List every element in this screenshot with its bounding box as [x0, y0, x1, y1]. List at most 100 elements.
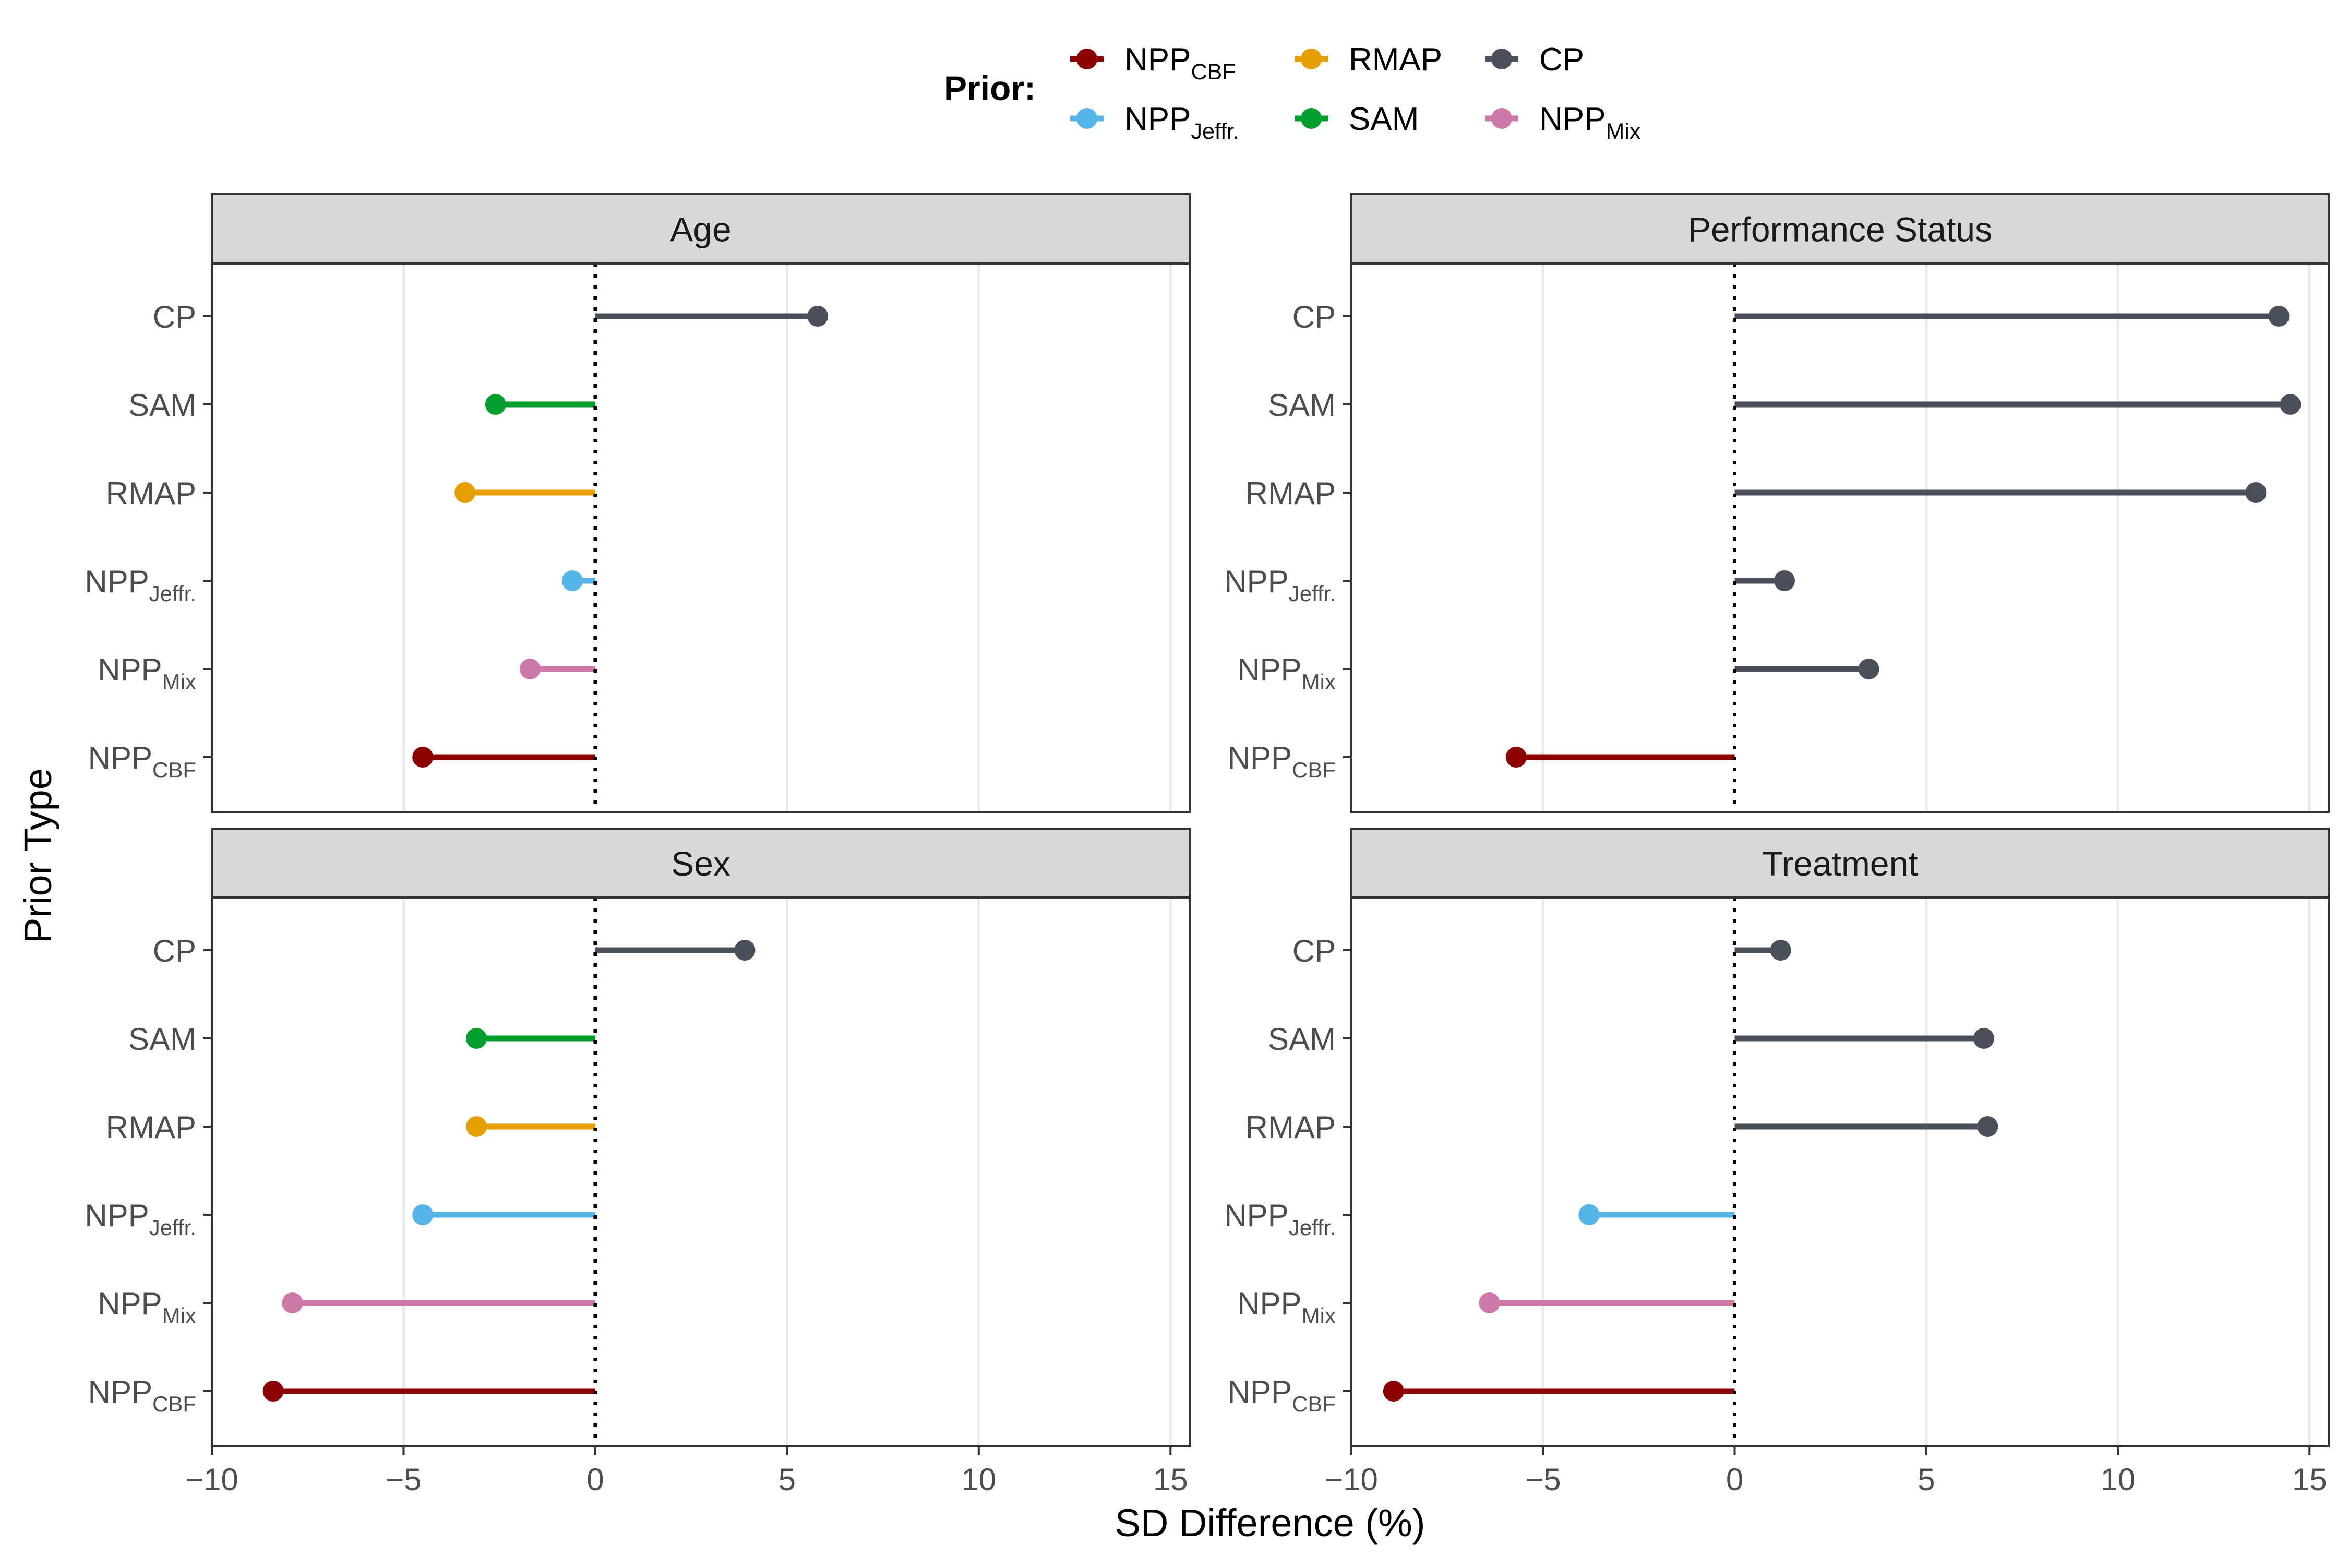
y-tick-label: CP — [153, 300, 196, 334]
lollipop-point — [1973, 1028, 1994, 1049]
y-tick-label: NPPCBF — [1228, 1374, 1336, 1416]
lollipop-point — [807, 306, 829, 327]
lollipop-point — [1977, 1116, 1998, 1137]
lollipop-point — [1770, 940, 1791, 961]
x-tick-label: 10 — [961, 1462, 996, 1497]
legend-item: NPPCBF — [1070, 42, 1236, 85]
facet-strip — [1350, 193, 2330, 265]
y-tick-label: NPPJeffr. — [1224, 1198, 1336, 1240]
x-tick-label: 15 — [1153, 1462, 1188, 1497]
y-tick-label: NPPJeffr. — [85, 564, 196, 606]
legend: Prior: NPPCBF NPPJeffr. RMAP SAM CP NPPMix — [944, 42, 1641, 144]
lollipop-point — [1858, 659, 1879, 679]
legend-key-point — [1301, 108, 1322, 129]
panel-background — [1351, 264, 2329, 812]
lollipop-point — [454, 482, 476, 503]
lollipop-point — [561, 570, 583, 591]
legend-title: Prior: — [944, 69, 1036, 107]
x-axis-title: SD Difference (%) — [1115, 1501, 1425, 1545]
legend-key-point — [1491, 108, 1512, 129]
legend-label: NPPCBF — [1124, 42, 1236, 85]
x-tick-label: 0 — [586, 1462, 604, 1497]
y-tick-label: CP — [1292, 933, 1336, 968]
y-tick-label: SAM — [128, 388, 196, 423]
panel-sex: Sex CP SAM RMAP NPPJeffr. NPPMix NPPCBF −10 −5 0 5… — [85, 828, 1191, 1497]
panel-background — [212, 264, 1190, 812]
lollipop-point — [734, 940, 756, 961]
panel-performance-status: Performance Status CP SAM RMAP NPPJeffr. NPPM… — [1224, 193, 2330, 813]
legend-label: NPPMix — [1539, 101, 1641, 144]
lollipop-point — [282, 1292, 303, 1313]
y-tick-label: NPPJeffr. — [85, 1198, 196, 1240]
legend-label: SAM — [1349, 101, 1419, 137]
lollipop-point — [1578, 1204, 1600, 1225]
lollipop-point — [262, 1381, 284, 1402]
panel-treatment: Treatment CP SAM RMAP NPPJeffr. NPPMix NPPCBF −… — [1224, 828, 2330, 1497]
facet-title: Treatment — [1762, 844, 1918, 883]
lollipop-point — [2280, 394, 2301, 415]
panel-border — [211, 262, 1191, 813]
panel-background — [1351, 897, 2329, 1446]
x-tick-label: 5 — [778, 1462, 796, 1497]
legend-key-point — [1301, 49, 1322, 69]
legend-item: RMAP — [1295, 42, 1442, 78]
lollipop-point — [1383, 1381, 1404, 1402]
y-tick-label: CP — [153, 933, 196, 968]
lollipop-point — [485, 394, 506, 415]
lollipop-point — [1774, 570, 1795, 591]
panel-age: Age CP SAM RMAP NPPJeffr. NPPMix NPPCBF — [85, 193, 1191, 813]
y-tick-label: NPPCBF — [88, 1374, 196, 1416]
lollipop-point — [2268, 306, 2290, 327]
x-tick-label: 0 — [1726, 1462, 1743, 1497]
y-tick-label: RMAP — [1245, 476, 1336, 511]
y-tick-label: NPPMix — [1237, 652, 1336, 694]
panel-border — [211, 896, 1191, 1447]
y-tick-label: SAM — [1268, 388, 1336, 423]
y-tick-label: RMAP — [106, 1110, 196, 1145]
x-tick-label: 10 — [2101, 1462, 2136, 1497]
legend-item: SAM — [1295, 101, 1419, 137]
panel-border — [1350, 896, 2330, 1447]
y-tick-label: SAM — [1268, 1022, 1336, 1057]
y-tick-label: RMAP — [1245, 1110, 1336, 1145]
x-tick-label: −5 — [386, 1462, 421, 1497]
lollipop-point — [412, 747, 434, 768]
y-tick-label: CP — [1292, 300, 1336, 334]
legend-label: RMAP — [1349, 42, 1442, 78]
y-tick-label: NPPMix — [98, 652, 196, 694]
lollipop-point — [412, 1204, 434, 1225]
facet-title: Performance Status — [1688, 210, 1992, 249]
legend-key-point — [1491, 49, 1512, 69]
legend-key-point — [1076, 49, 1097, 69]
legend-key-point — [1076, 108, 1097, 129]
y-tick-label: RMAP — [106, 476, 196, 511]
x-tick-label: −5 — [1525, 1462, 1561, 1497]
panel-border — [1350, 262, 2330, 813]
x-tick-label: −10 — [185, 1462, 238, 1497]
y-axis-title: Prior Type — [16, 768, 59, 943]
lollipop-point — [466, 1028, 487, 1049]
facet-strip — [211, 828, 1191, 899]
x-tick-label: 5 — [1918, 1462, 1935, 1497]
lollipop-point — [1505, 747, 1527, 768]
facet-title: Age — [670, 210, 731, 249]
legend-label: CP — [1539, 42, 1584, 78]
y-tick-label: NPPCBF — [1228, 740, 1336, 782]
y-tick-label: SAM — [128, 1022, 196, 1057]
facet-strip — [211, 193, 1191, 265]
facet-title: Sex — [671, 844, 730, 883]
legend-item: NPPMix — [1485, 101, 1641, 144]
lollipop-point — [2245, 482, 2267, 503]
x-tick-label: 15 — [2292, 1462, 2327, 1497]
panel-background — [212, 897, 1190, 1446]
y-tick-label: NPPCBF — [88, 740, 196, 782]
y-tick-label: NPPMix — [98, 1286, 196, 1328]
y-tick-label: NPPJeffr. — [1224, 564, 1336, 606]
legend-item: NPPJeffr. — [1070, 101, 1239, 144]
legend-item: CP — [1485, 42, 1584, 78]
lollipop-point — [519, 659, 541, 679]
legend-label: NPPJeffr. — [1124, 101, 1239, 144]
lollipop-point — [1479, 1292, 1500, 1313]
